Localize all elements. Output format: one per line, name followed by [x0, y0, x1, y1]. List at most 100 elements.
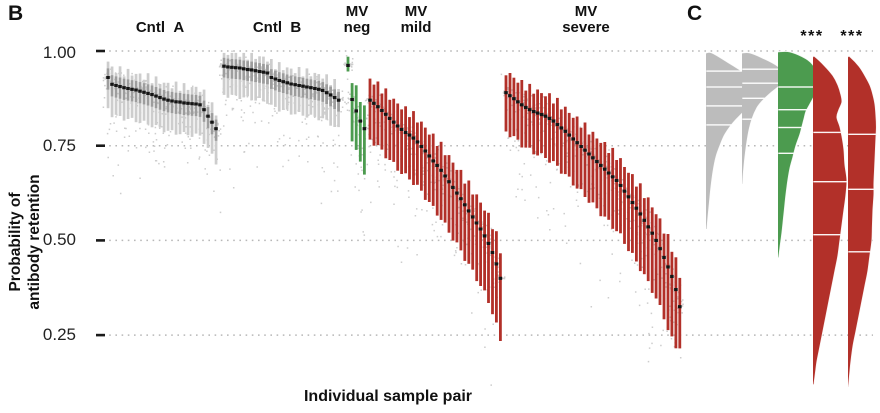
violin-quantile-line: [742, 68, 781, 70]
interval-bar: [540, 93, 543, 154]
interval-bar: [583, 122, 587, 197]
y-tick-mark-1: [96, 49, 105, 53]
interval-bar: [666, 234, 670, 331]
interval-bar: [662, 233, 666, 320]
group-cntl-a: [102, 61, 222, 214]
interval-bar: [384, 88, 388, 159]
interval-bar: [678, 277, 682, 349]
interval-bar: [350, 83, 354, 142]
interval-bar: [471, 194, 475, 270]
interval-bar: [599, 142, 603, 217]
violin-quantile-line: [706, 105, 749, 107]
interval-bar: [611, 147, 615, 229]
inner-interval-bar: [166, 91, 170, 113]
group-label-cntl-a: Cntl A: [135, 19, 185, 36]
violin-quantile-line: [813, 234, 841, 236]
group-mv-neg: [343, 55, 370, 236]
violin-quantile-line: [848, 188, 874, 190]
y-axis-title: Probability of antibody retention: [6, 92, 46, 392]
interval-bar: [544, 96, 547, 158]
interval-bar: [455, 169, 459, 243]
interval-bar: [556, 97, 559, 166]
interval-bar: [559, 109, 563, 174]
interval-bar: [447, 155, 451, 233]
violin-body: [848, 55, 877, 387]
y-axis-title-line2: antibody retention: [26, 174, 43, 310]
violin-quantile-line: [742, 97, 765, 99]
violin-body: [742, 52, 786, 184]
interval-bar: [475, 194, 479, 282]
interval-bar: [459, 169, 463, 251]
interval-bar: [571, 117, 575, 186]
interval-bar: [380, 93, 384, 150]
interval-bar: [451, 162, 455, 241]
interval-bar: [504, 75, 508, 132]
interval-bar: [483, 210, 486, 291]
violin-cntl-b: [741, 51, 786, 184]
x-axis-title: Individual sample pair: [303, 388, 473, 405]
median-dots-2: [346, 63, 367, 131]
interval-bar: [516, 82, 520, 140]
interval-bar: [439, 141, 443, 220]
y-tick-0.25: 0.25: [42, 325, 76, 344]
group-mv-mild: [364, 78, 506, 386]
y-tick-1.00: 1.00: [42, 43, 76, 62]
interval-bar: [623, 167, 626, 244]
violin-body: [813, 55, 848, 385]
interval-bar: [376, 81, 380, 146]
interval-bar: [552, 103, 555, 162]
violin-quantile-line: [848, 251, 871, 253]
violin-mv-mild: [812, 55, 848, 385]
interval-bar: [536, 89, 539, 156]
interval-bar: [491, 229, 494, 315]
interval-bar: [372, 84, 376, 146]
violin-quantile-line: [813, 131, 841, 134]
group-label-mv-neg: MV neg: [343, 3, 371, 36]
panel-c-label: C: [687, 2, 703, 25]
y-tick-0.75: 0.75: [42, 136, 76, 155]
interval-bar: [408, 117, 411, 180]
median-dots-3: [368, 98, 503, 280]
violin-body: [778, 51, 819, 258]
interval-bar: [548, 93, 551, 163]
y-tick-mark-0.75: [96, 144, 105, 147]
interval-bar: [396, 103, 400, 171]
y-tick-mark-0.25: [96, 333, 105, 337]
significance-stars-mv-severe: ***: [840, 28, 864, 45]
interval-bar: [591, 131, 595, 203]
y-tick-0.50: 0.50: [42, 230, 76, 249]
interval-bar: [400, 109, 403, 174]
violin-quantile-line: [778, 109, 807, 111]
interval-bar: [670, 251, 674, 337]
y-axis-title-line1: Probability of: [7, 192, 24, 292]
median-dots-1: [222, 64, 341, 102]
violin-quantile-line: [848, 133, 876, 135]
violin-mv-neg: [777, 50, 819, 258]
significance-stars-mv-mild: ***: [800, 28, 824, 45]
interval-bar: [654, 214, 658, 299]
interval-bar: [650, 207, 654, 293]
violin-outline: [847, 55, 878, 387]
interval-bar: [354, 85, 358, 150]
interval-bar: [463, 183, 467, 261]
interval-bar: [358, 102, 362, 162]
interval-bar: [619, 158, 622, 234]
interval-bar: [631, 174, 634, 253]
violin-quantile-line: [778, 126, 802, 129]
interval-bar: [420, 121, 423, 191]
interval-bar: [674, 257, 678, 349]
interval-bar: [499, 253, 502, 341]
interval-bar: [412, 111, 415, 185]
interval-bar: [627, 172, 630, 252]
interval-bar: [512, 77, 516, 137]
interval-bar: [587, 134, 591, 203]
violin-quantile-line: [742, 118, 752, 120]
interval-bar: [642, 198, 646, 275]
interval-bar: [443, 155, 447, 223]
violin-quantile-line: [742, 82, 781, 84]
violin-quantile-line: [706, 86, 757, 88]
violin-outline: [812, 55, 848, 385]
interval-bar: [392, 98, 396, 162]
violin-quantile-line: [706, 124, 732, 126]
